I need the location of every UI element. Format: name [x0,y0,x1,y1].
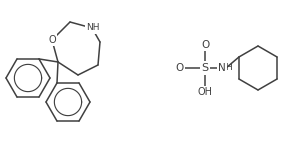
Text: S: S [201,63,209,73]
Text: NH: NH [86,24,100,33]
Text: N: N [218,63,226,73]
Text: H: H [225,63,232,72]
Text: O: O [201,40,209,50]
Text: O: O [48,35,56,45]
Text: O: O [176,63,184,73]
Text: OH: OH [198,87,213,97]
